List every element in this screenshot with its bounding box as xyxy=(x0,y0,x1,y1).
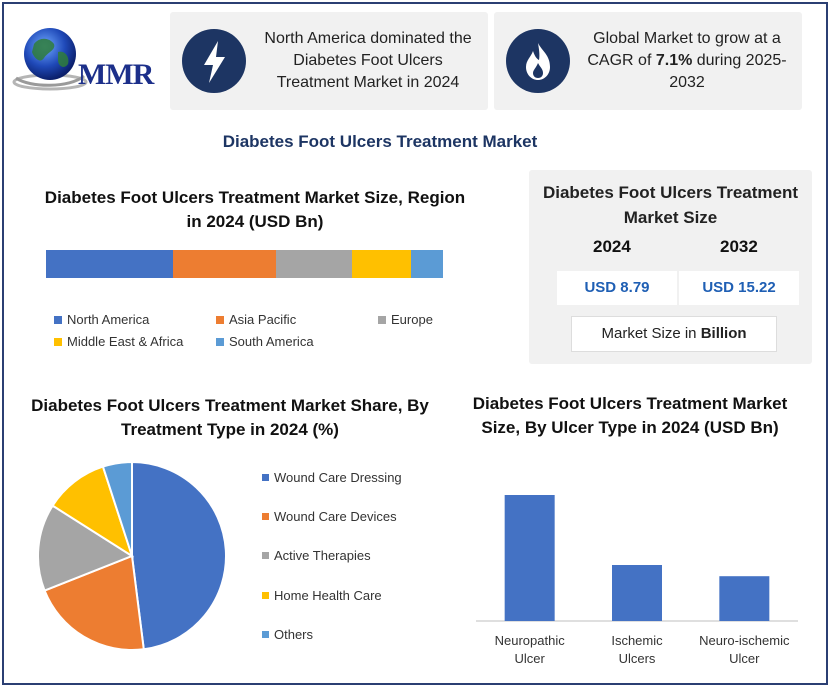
legend-swatch xyxy=(262,474,269,481)
legend-label: North America xyxy=(67,312,150,327)
region-dominance-text: North America dominated the Diabetes Foo… xyxy=(264,30,472,91)
globe-icon xyxy=(12,28,88,91)
bar-neuro-ischemic-ulcer xyxy=(719,576,770,621)
value-2024: USD 8.79 xyxy=(557,271,677,305)
bar-neuropathic-ulcer xyxy=(504,495,555,621)
legend-item-wound-care-dressing: Wound Care Dressing xyxy=(262,470,402,485)
cagr-card: Global Market to grow at a CAGR of 7.1% … xyxy=(494,12,802,110)
legend-swatch xyxy=(262,552,269,560)
legend-swatch xyxy=(54,315,62,324)
year-2032-label: 2032 xyxy=(720,237,758,256)
stack-segment-asia-pacific xyxy=(173,250,277,278)
x-tick-label-neuropathic-ulcer: Neuropathic Ulcer xyxy=(495,633,566,666)
legend-item-south-america: South America xyxy=(216,334,314,349)
legend-item-north-america: North America xyxy=(54,312,149,327)
region-chart-title: Diabetes Foot Ulcers Treatment Market Si… xyxy=(44,188,466,231)
pie-slice-wound-care-dressing xyxy=(131,460,227,651)
x-tick-label-neuro-ischemic-ulcer: Neuro-ischemic Ulcer xyxy=(699,633,790,666)
pie-slice-home-health-care xyxy=(51,465,134,559)
year-2024-label: 2024 xyxy=(593,237,631,256)
legend-item-active-therapies: Active Therapies xyxy=(262,548,371,563)
pie-slice-active-therapies xyxy=(37,504,135,592)
ulcer-chart-title: Diabetes Foot Ulcers Treatment Market Si… xyxy=(472,394,788,437)
legend-swatch xyxy=(216,315,224,324)
legend-label: Active Therapies xyxy=(274,548,371,564)
brand-name: MMR xyxy=(78,58,154,91)
stack-segment-south-america xyxy=(411,250,443,278)
stack-segment-middle-east-africa xyxy=(351,250,412,278)
market-size-unit: Market Size in Billion xyxy=(571,316,777,352)
cagr-text: Global Market to grow at a CAGR of 7.1% … xyxy=(587,30,787,91)
stack-segment-europe xyxy=(276,250,352,278)
bar-ischemic-ulcers xyxy=(612,565,662,621)
cagr-value: 7.1% xyxy=(655,52,693,69)
legend-swatch xyxy=(54,337,62,346)
region-stacked-bar xyxy=(46,250,443,278)
legend-label: Asia Pacific xyxy=(229,312,297,327)
pie-slice-others xyxy=(101,460,133,557)
legend-item-middle-east-africa: Middle East & Africa xyxy=(54,334,183,349)
legend-item-asia-pacific: Asia Pacific xyxy=(216,312,296,327)
market-size-title: Diabetes Foot Ulcers Treatment Market Si… xyxy=(542,183,799,227)
mmr-logo: MMR xyxy=(10,22,160,94)
x-tick-label-ischemic-ulcers: Ischemic Ulcers xyxy=(611,633,663,666)
value-2032: USD 15.22 xyxy=(679,271,799,305)
legend-item-home-health-care: Home Health Care xyxy=(262,588,382,603)
legend-item-others: Others xyxy=(262,627,313,642)
legend-item-wound-care-devices: Wound Care Devices xyxy=(262,509,397,524)
lightning-bolt-icon xyxy=(182,29,246,93)
legend-swatch xyxy=(262,513,269,521)
legend-swatch xyxy=(216,337,224,346)
stack-segment-north-america xyxy=(46,250,174,278)
legend-swatch xyxy=(262,630,269,638)
legend-label: Wound Care Devices xyxy=(274,509,397,525)
legend-label: Home Health Care xyxy=(274,587,382,603)
region-dominance-card: North America dominated the Diabetes Foo… xyxy=(170,12,488,110)
legend-label: Wound Care Dressing xyxy=(274,470,402,485)
legend-swatch xyxy=(262,591,269,599)
legend-label: South America xyxy=(229,334,314,349)
treatment-pie-chart xyxy=(37,460,227,651)
treatment-chart-title: Diabetes Foot Ulcers Treatment Market Sh… xyxy=(31,396,429,439)
page-title: Diabetes Foot Ulcers Treatment Market xyxy=(222,132,538,151)
legend-label: Others xyxy=(274,626,314,642)
ulcer-bar-chart: Neuropathic Ulcer Ischemic Ulcers Neuro-isch… xyxy=(476,495,798,666)
legend-swatch xyxy=(378,315,386,324)
legend-label: Middle East & Africa xyxy=(67,334,184,349)
flame-icon xyxy=(506,29,570,93)
legend-item-europe: Europe xyxy=(378,312,433,327)
market-size-card: Diabetes Foot Ulcers Treatment Market Si… xyxy=(529,170,812,364)
pie-slice-wound-care-devices xyxy=(43,554,145,651)
legend-label: Europe xyxy=(391,312,433,327)
